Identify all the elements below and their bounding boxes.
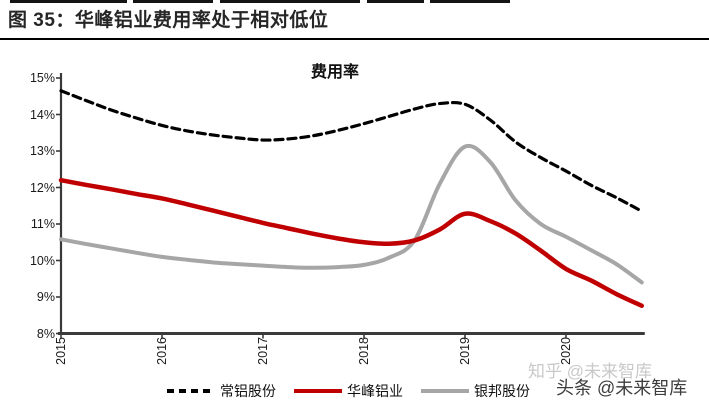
- dashed-line-swatch-icon: [167, 389, 215, 393]
- x-axis-tick-label: 2019: [458, 337, 472, 365]
- red-line-swatch-icon: [294, 389, 342, 393]
- y-axis-tick-label: 15%: [29, 71, 55, 85]
- legend-item-yinbang: 银邦股份: [421, 381, 542, 401]
- x-axis-tick-label: 2017: [256, 337, 270, 365]
- y-axis-tick-label: 13%: [29, 144, 55, 158]
- legend-label: 银邦股份: [474, 383, 530, 399]
- watermark-zhihu: 知乎 @未来智库: [528, 362, 652, 381]
- series-line-银邦股份: [59, 143, 644, 285]
- chart-title: 费用率: [310, 64, 359, 81]
- legend-label: 常铝股份: [220, 383, 276, 399]
- figure-title: 图 35：华峰铝业费用率处于相对低位: [8, 10, 329, 31]
- series-line-华峰铝业: [58, 177, 644, 309]
- gray-line-swatch-icon: [421, 389, 469, 393]
- legend-item-huafeng: 华峰铝业: [294, 381, 415, 401]
- x-axis-tick-label: 2018: [357, 337, 371, 365]
- y-axis-tick-label: 14%: [29, 107, 55, 122]
- legend-item-changlv: 常铝股份: [167, 381, 288, 401]
- cropped-content-fragment: [367, 0, 424, 3]
- legend-label: 华峰铝业: [347, 383, 403, 399]
- y-axis-tick-label: 10%: [29, 253, 55, 268]
- series-line-常铝股份: [59, 89, 644, 213]
- cropped-content-fragment: [10, 0, 127, 3]
- cropped-content-fragment: [133, 0, 213, 3]
- x-axis-tick-label: 2016: [155, 337, 169, 365]
- watermark-toutiao: 头条 @未来智库: [556, 378, 688, 398]
- cropped-content-fragment: [220, 0, 360, 3]
- y-axis-tick-label: 9%: [36, 290, 55, 304]
- y-axis-tick-label: 8%: [36, 326, 55, 341]
- y-axis-tick-label: 11%: [30, 217, 55, 231]
- figure-header: 图 35：华峰铝业费用率处于相对低位: [0, 6, 709, 36]
- x-axis-tick-label: 2015: [54, 337, 68, 365]
- header-divider: [0, 38, 709, 40]
- y-axis-tick-label: 12%: [29, 180, 55, 195]
- cropped-content-fragment: [430, 0, 510, 3]
- chart-legend: 常铝股份 华峰铝业 银邦股份: [0, 381, 709, 401]
